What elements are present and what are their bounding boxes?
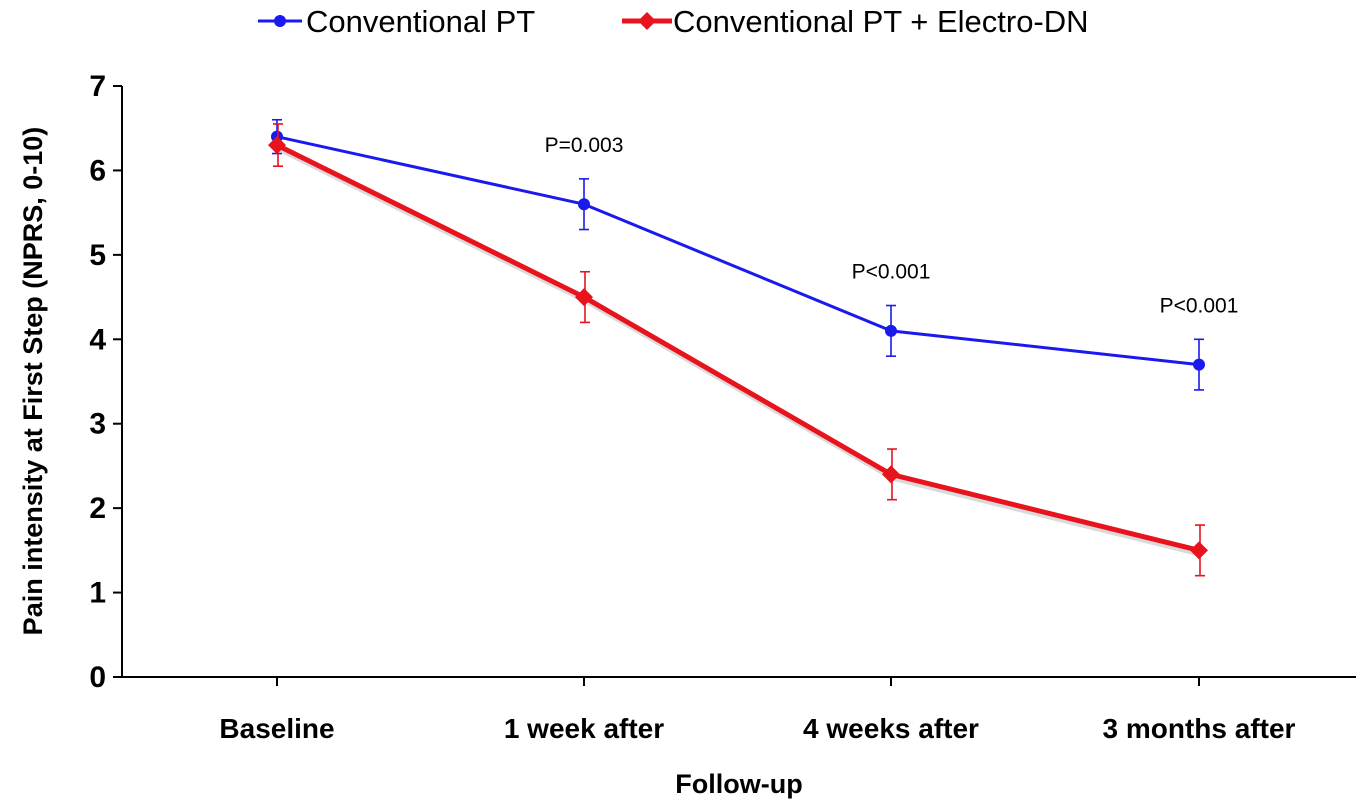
series-line <box>276 135 1200 367</box>
y-tick-label: 0 <box>89 661 106 694</box>
series-0 <box>271 118 1205 391</box>
data-point <box>885 324 897 337</box>
x-tick-label: 4 weeks after <box>803 713 979 744</box>
legend-marker-0 <box>274 15 286 27</box>
y-tick-label: 3 <box>89 408 106 441</box>
y-tick-label: 7 <box>89 70 106 103</box>
x-ticks: Baseline 1 week after 4 weeks after 3 month… <box>219 677 1296 744</box>
p-value-annotation: P<0.001 <box>1160 295 1239 318</box>
x-axis-title: Follow-up <box>675 769 802 799</box>
x-tick-label: 1 week after <box>504 713 664 744</box>
data-point <box>268 136 286 155</box>
axes: 0 1 2 3 4 5 6 7 Baseline 1 week after 4 weeks aft… <box>89 70 1356 744</box>
y-tick-label: 4 <box>89 323 106 356</box>
data-point <box>1193 358 1205 371</box>
y-tick-label: 2 <box>89 492 106 525</box>
series-line-shadow <box>277 146 1202 557</box>
legend: Conventional PT Conventional PT + Electr… <box>258 4 1089 39</box>
y-ticks: 0 1 2 3 4 5 6 7 <box>89 70 122 694</box>
legend-marker-1 <box>638 12 656 30</box>
y-axis-title: Pain intensity at First Step (NPRS, 0-10… <box>18 127 48 636</box>
p-value-annotation: P<0.001 <box>852 261 931 284</box>
data-point <box>575 288 593 307</box>
legend-label-0: Conventional PT <box>306 4 535 39</box>
legend-item-0: Conventional PT <box>258 4 535 39</box>
y-tick-label: 5 <box>89 239 106 272</box>
data-point <box>882 465 900 484</box>
series-1 <box>268 123 1208 577</box>
data-point <box>1190 541 1208 560</box>
x-tick-label: 3 months after <box>1103 713 1296 744</box>
annotations: P=0.003 P<0.001 P<0.001 <box>545 134 1239 317</box>
y-tick-label: 1 <box>89 577 106 610</box>
x-tick-label: Baseline <box>219 713 334 744</box>
series-line <box>275 142 1200 553</box>
y-tick-label: 6 <box>89 154 106 187</box>
p-value-annotation: P=0.003 <box>545 134 624 157</box>
legend-item-1: Conventional PT + Electro-DN <box>622 4 1089 39</box>
plot-layer <box>268 118 1208 577</box>
legend-label-1: Conventional PT + Electro-DN <box>673 4 1089 39</box>
data-point <box>578 198 590 211</box>
